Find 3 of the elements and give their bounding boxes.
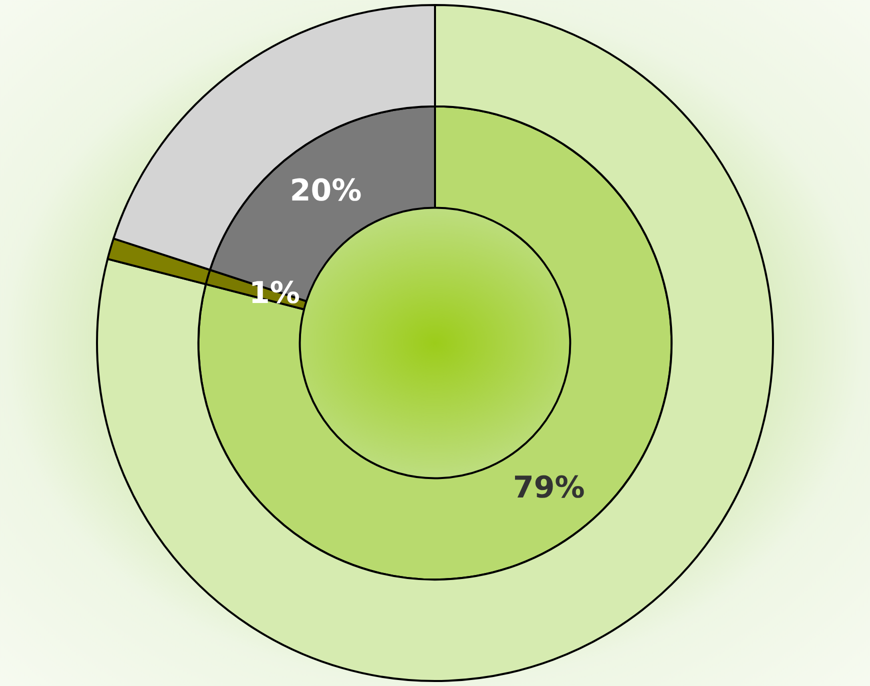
data-label: 1% [249,276,300,311]
data-label: 79% [513,470,585,506]
data-label: 20% [290,173,362,208]
